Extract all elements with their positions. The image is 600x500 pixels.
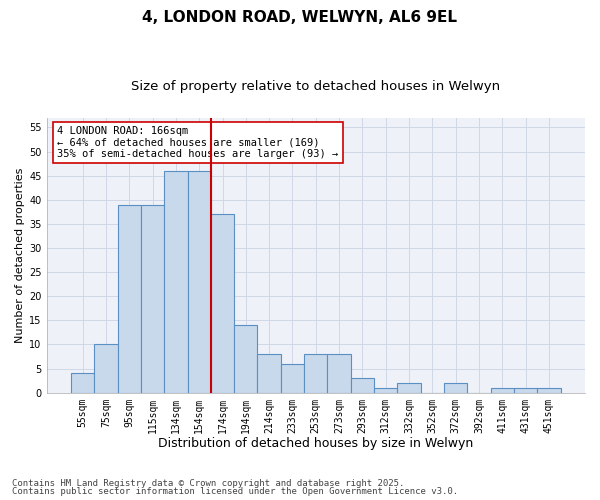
Bar: [211, 214, 234, 392]
Text: 4 LONDON ROAD: 166sqm
← 64% of detached houses are smaller (169)
35% of semi-det: 4 LONDON ROAD: 166sqm ← 64% of detached …: [57, 126, 338, 159]
X-axis label: Distribution of detached houses by size in Welwyn: Distribution of detached houses by size …: [158, 437, 473, 450]
Text: Contains public sector information licensed under the Open Government Licence v3: Contains public sector information licen…: [12, 487, 458, 496]
Bar: [188, 171, 211, 392]
Bar: [374, 388, 397, 392]
Bar: [304, 354, 328, 393]
Bar: [164, 171, 188, 392]
Y-axis label: Number of detached properties: Number of detached properties: [15, 168, 25, 343]
Bar: [491, 388, 514, 392]
Bar: [397, 383, 421, 392]
Bar: [328, 354, 351, 393]
Bar: [444, 383, 467, 392]
Bar: [537, 388, 560, 392]
Text: 4, LONDON ROAD, WELWYN, AL6 9EL: 4, LONDON ROAD, WELWYN, AL6 9EL: [143, 10, 458, 25]
Bar: [141, 204, 164, 392]
Bar: [234, 325, 257, 392]
Bar: [71, 374, 94, 392]
Bar: [118, 204, 141, 392]
Bar: [94, 344, 118, 393]
Bar: [257, 354, 281, 393]
Title: Size of property relative to detached houses in Welwyn: Size of property relative to detached ho…: [131, 80, 500, 93]
Bar: [281, 364, 304, 392]
Bar: [514, 388, 537, 392]
Text: Contains HM Land Registry data © Crown copyright and database right 2025.: Contains HM Land Registry data © Crown c…: [12, 478, 404, 488]
Bar: [351, 378, 374, 392]
